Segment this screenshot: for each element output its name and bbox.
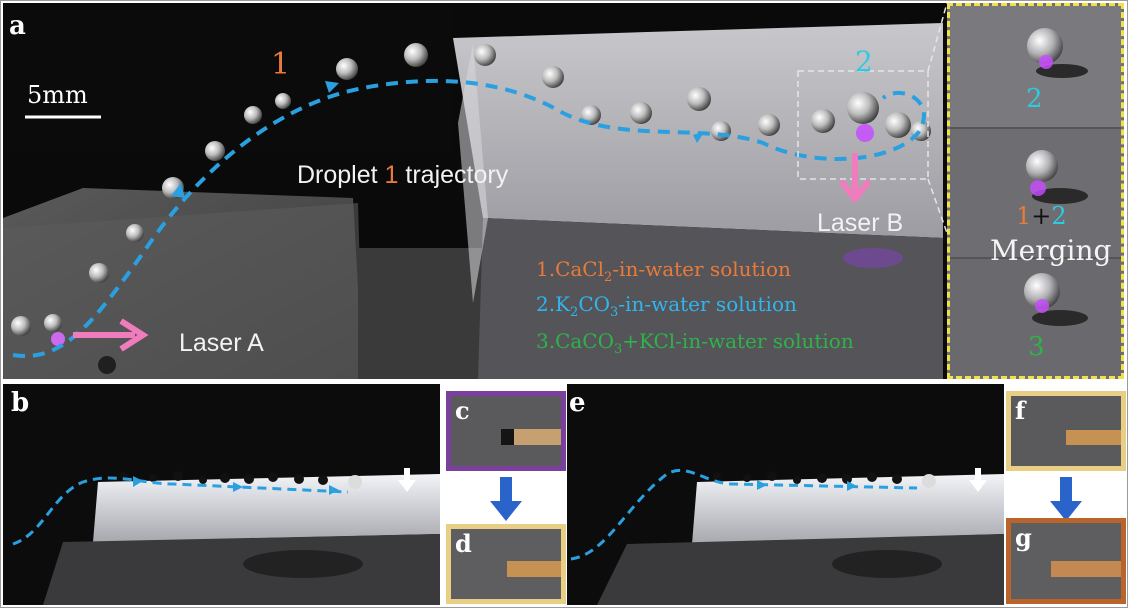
panel-e-photo: e (567, 384, 1004, 605)
panel-label-e: e (569, 388, 586, 418)
panel-a-scene (3, 3, 947, 379)
merging-inset: 2 1+2 Merging 3 (947, 3, 1124, 379)
laser-b-label: Laser B (817, 209, 904, 237)
panel-label-b: b (11, 388, 30, 418)
panel-label-c: c (455, 396, 470, 425)
pipette-tip-c (501, 429, 514, 445)
panel-label-g: g (1015, 523, 1032, 552)
inset-droplet-2: 2 (1026, 84, 1043, 114)
droplet-1-marker: 1 (271, 47, 291, 82)
down-arrow-e (969, 468, 987, 492)
trajectory-number: 1 (384, 161, 399, 189)
laser-a-arrow (73, 318, 149, 352)
trajectory-word: trajectory (405, 161, 509, 189)
panel-b-photo: b (3, 384, 440, 605)
laser-b-spot (856, 124, 874, 142)
laser-a-spot (51, 332, 65, 346)
inset-droplet-3: 3 (1028, 332, 1045, 362)
pipette-d (507, 561, 561, 577)
merging-label: Merging (990, 234, 1112, 267)
panel-b-scene (3, 384, 440, 605)
zoom-box (797, 70, 929, 180)
panel-label-d: d (455, 529, 472, 558)
droplet-2-marker: 2 (855, 45, 873, 78)
pipette-f (1066, 430, 1121, 445)
inset-merge-equation: 1+2 (1016, 202, 1067, 230)
panel-g-photo: g (1006, 518, 1126, 604)
trajectory-word-droplet: Droplet (297, 161, 378, 189)
merging-inset-scene (950, 6, 1121, 376)
panel-e-scene (567, 384, 1004, 605)
arrow-f-to-g (1050, 477, 1082, 521)
panel-c-photo: c (446, 391, 566, 471)
pipette-g (1051, 561, 1121, 577)
legend-item-2: 2.K2CO3-in-water solution (536, 292, 797, 320)
panel-label-f: f (1015, 396, 1026, 425)
panel-f-photo: f (1006, 391, 1126, 471)
legend-item-3: 3.CaCO3+KCl-in-water solution (536, 329, 854, 357)
laser-b-arrow (838, 153, 872, 204)
droplet-trajectory-line (12, 78, 926, 358)
trajectory-caption: Droplet 1 trajectory (297, 161, 508, 190)
panel-a-photo: a 5mm 1 2 Droplet 1 trajectory Laser A L… (3, 3, 947, 379)
pipette-c (501, 429, 561, 445)
arrow-c-to-d (490, 477, 522, 521)
scale-bar-label: 5mm (27, 81, 88, 109)
panel-label-a: a (9, 11, 26, 41)
laser-a-label: Laser A (179, 329, 264, 357)
droplet-series (11, 43, 931, 374)
legend-item-1: 1.CaCl2-in-water solution (536, 257, 791, 285)
panel-d-photo: d (446, 524, 566, 604)
down-arrow-b (398, 468, 416, 492)
